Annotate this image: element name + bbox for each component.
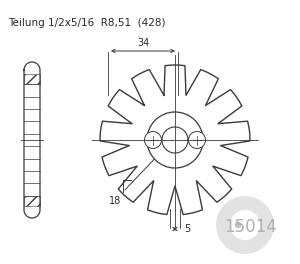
Text: 18: 18	[109, 196, 121, 206]
Circle shape	[236, 223, 241, 228]
Polygon shape	[162, 127, 188, 153]
Text: 15014: 15014	[224, 218, 276, 236]
Text: 34: 34	[137, 38, 149, 48]
Circle shape	[188, 131, 206, 148]
Polygon shape	[24, 62, 40, 218]
Text: Teilung 1/2x5/16  R8,51  (428): Teilung 1/2x5/16 R8,51 (428)	[8, 18, 166, 28]
Circle shape	[145, 131, 161, 148]
Text: 5: 5	[184, 224, 190, 234]
Circle shape	[147, 112, 203, 168]
Polygon shape	[100, 65, 250, 215]
